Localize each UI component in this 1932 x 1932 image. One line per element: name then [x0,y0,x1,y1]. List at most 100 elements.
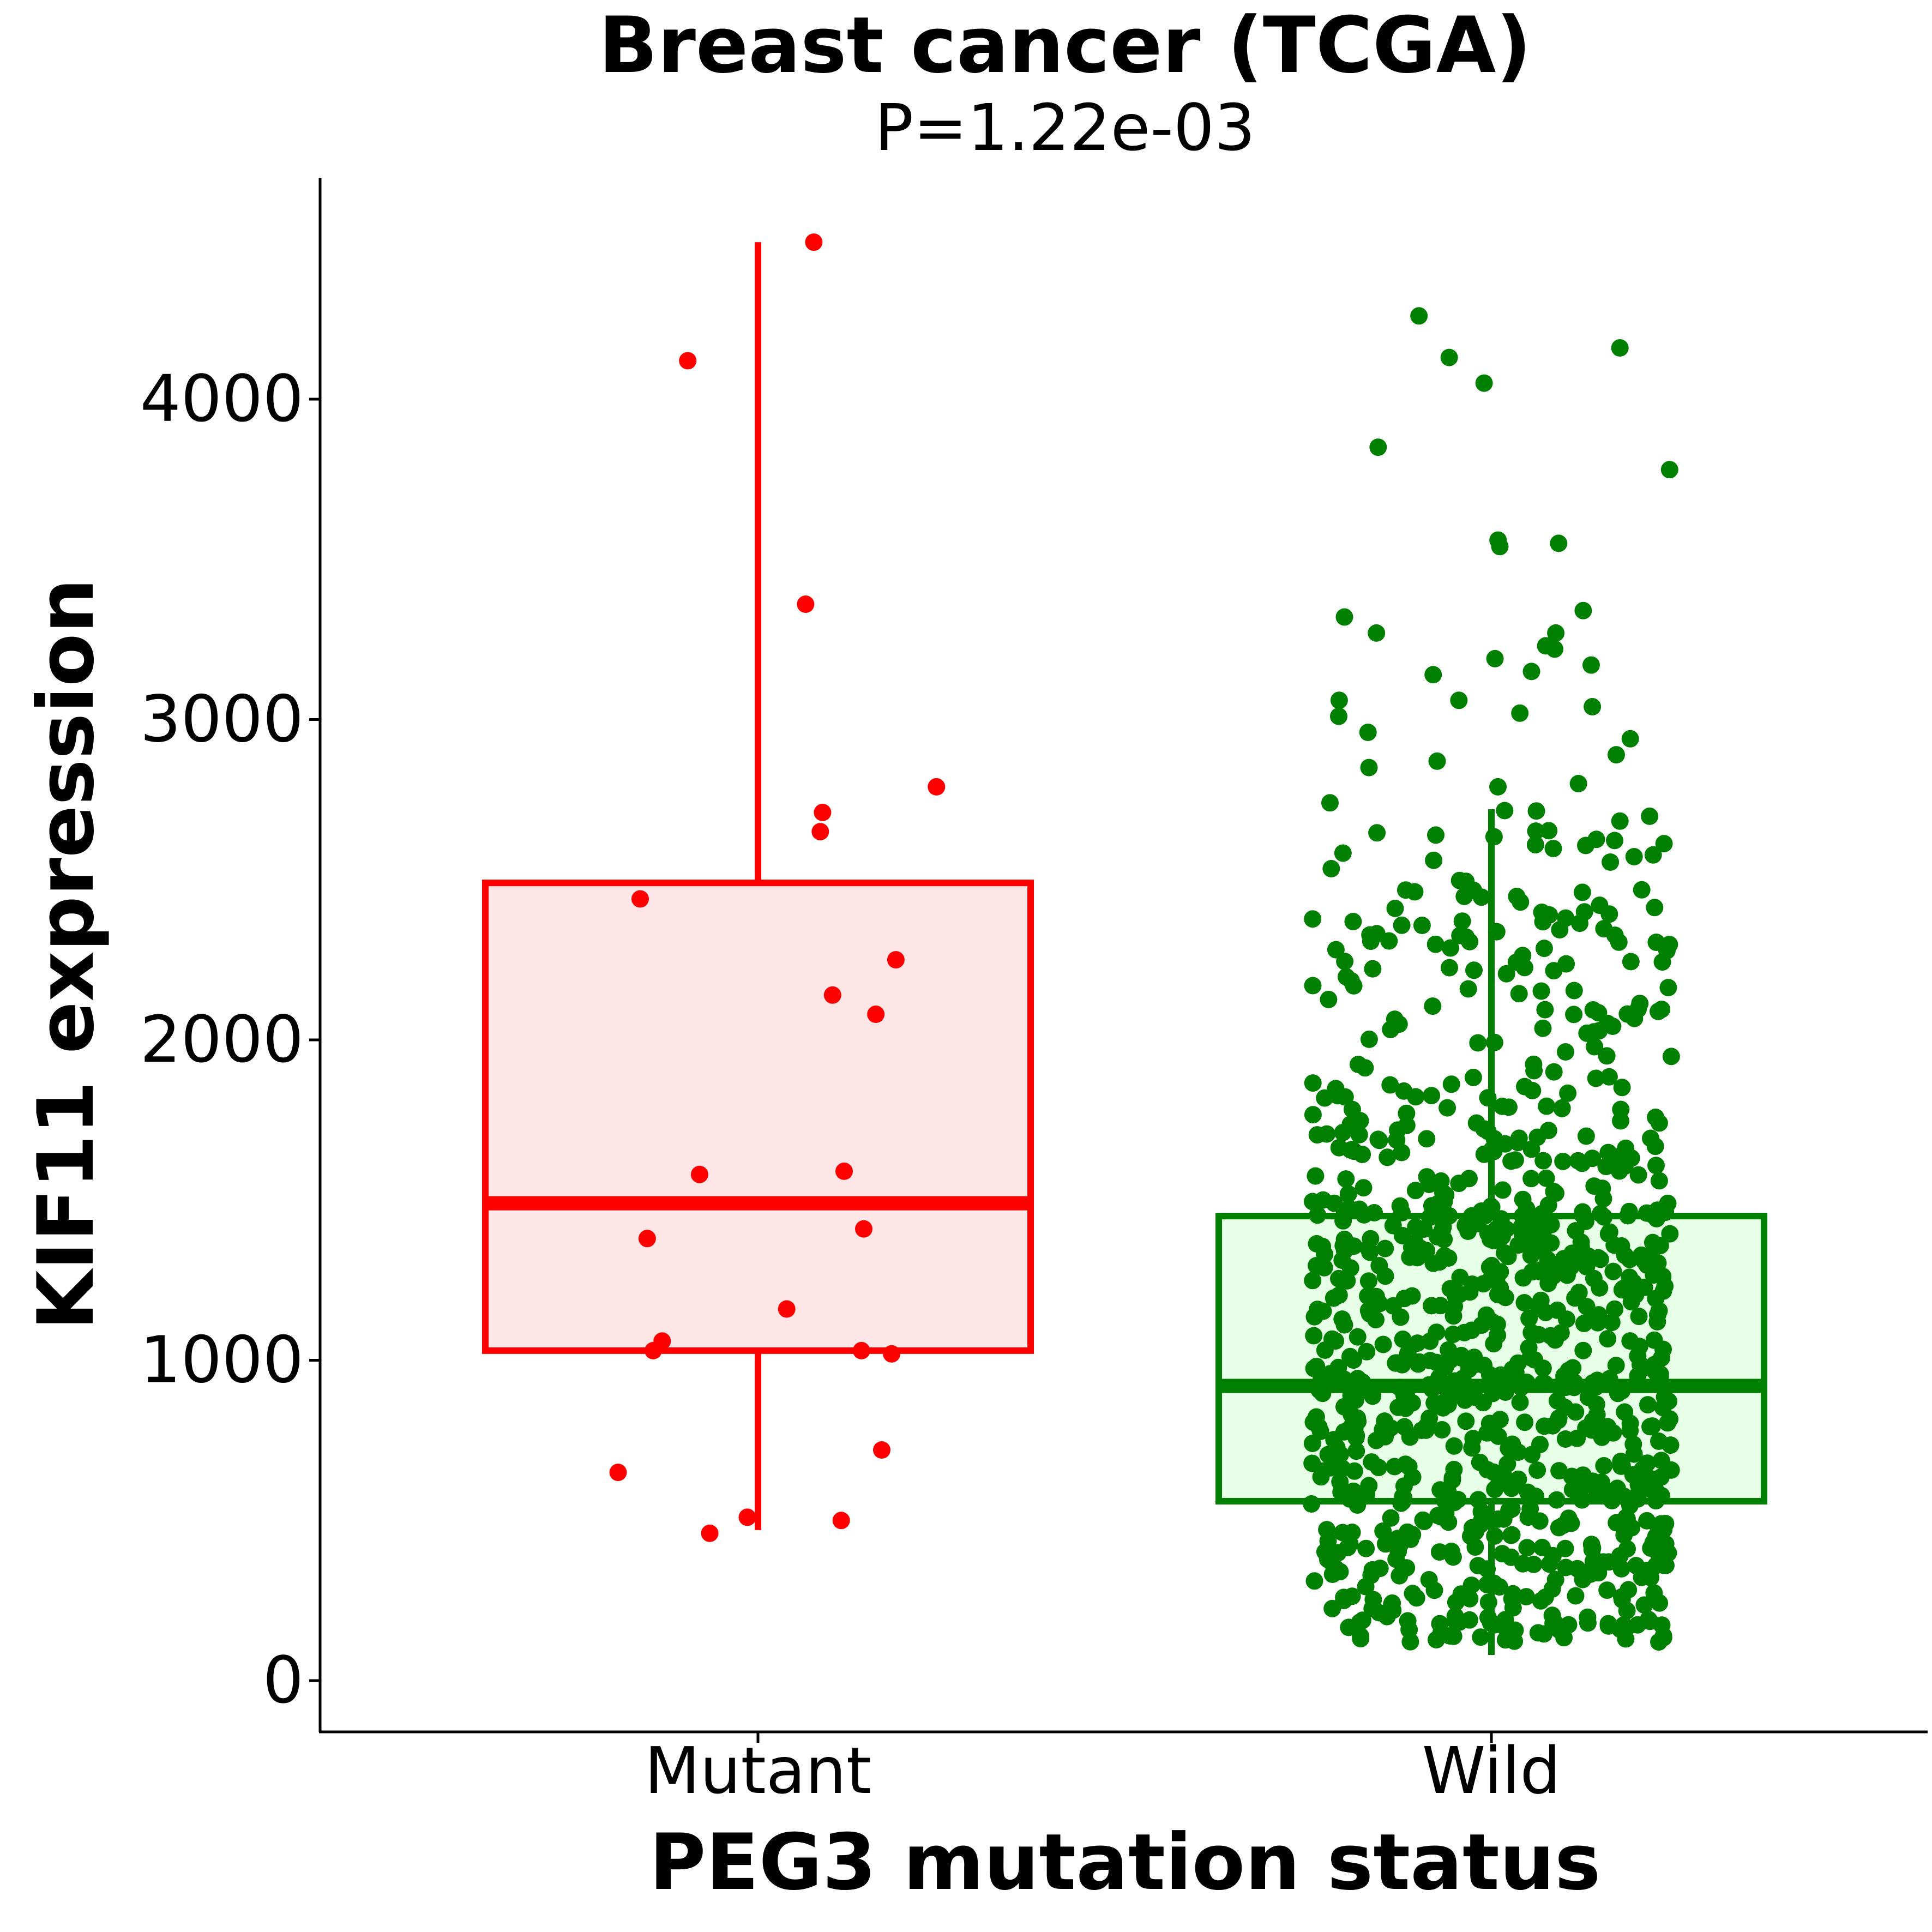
data-point [1428,1631,1445,1648]
data-point [1330,1139,1348,1157]
data-point [1533,1374,1551,1392]
data-point [1653,1001,1671,1018]
data-point [1503,1526,1521,1544]
data-point [1335,1423,1353,1441]
data-point [1654,1399,1672,1417]
data-point [1450,1175,1468,1193]
data-point [1654,1340,1672,1358]
data-point [1433,1221,1451,1239]
data-point [1660,461,1678,479]
data-point [1498,1455,1516,1473]
data-point [1469,1557,1487,1575]
data-point [1427,935,1445,953]
data-point [1393,1203,1411,1221]
data-point [1632,1246,1650,1264]
data-point [1526,836,1544,854]
data-point [1406,883,1424,901]
data-point [1424,666,1442,684]
data-point [1514,1190,1532,1208]
data-point [1647,1207,1665,1225]
data-point [1629,1166,1647,1184]
data-point [1650,1114,1668,1132]
data-point [1591,1250,1609,1268]
data-point [805,233,823,251]
points-wild [1303,307,1680,1651]
data-point [1555,1629,1573,1647]
data-point [1376,1412,1394,1430]
data-point [1553,1099,1571,1117]
data-point [1386,899,1404,917]
data-point [887,951,905,969]
data-point [1374,1335,1392,1353]
data-point [1316,1089,1334,1107]
data-point [1633,1460,1651,1478]
data-point [1508,887,1526,905]
data-point [1659,979,1677,997]
data-point [1540,822,1558,840]
data-point [1326,1562,1344,1580]
data-point [1563,1244,1581,1262]
data-point [1527,1488,1545,1505]
data-point [1653,1616,1671,1634]
data-point [1595,920,1613,938]
data-point [1305,1327,1323,1345]
data-point [1479,1609,1497,1627]
data-point [1461,1527,1479,1545]
data-point [1647,1157,1665,1175]
data-point [1418,1168,1436,1186]
data-point [1479,1593,1497,1611]
data-point [1335,1370,1353,1388]
data-point [1344,913,1362,930]
data-point [1389,1398,1407,1416]
data-point [1341,1535,1359,1553]
data-point [1600,905,1618,923]
data-point [1474,1275,1492,1293]
x-tick-label: Mutant [645,1733,871,1808]
data-point [1503,1590,1521,1608]
data-point [631,890,649,908]
data-point [855,1220,872,1238]
data-point [1472,1512,1490,1530]
data-point [1534,1019,1552,1037]
data-point [1393,916,1411,934]
data-point [1425,1394,1443,1412]
data-point [1595,1457,1613,1474]
data-point [1335,1316,1353,1334]
data-point [1309,1206,1327,1224]
data-point [1571,914,1588,932]
data-point [1509,1470,1527,1488]
data-point [1522,1238,1540,1256]
data-point [1522,1170,1540,1188]
data-point [1496,1631,1514,1649]
data-point [1544,840,1562,857]
data-point [1516,1413,1534,1431]
data-point [1322,860,1340,877]
data-point [1357,1539,1375,1557]
data-point [1545,1613,1563,1631]
data-point [1466,1388,1484,1406]
data-point [1577,1127,1595,1145]
data-point [1535,940,1553,958]
data-point [1314,1462,1332,1480]
data-point [1644,1417,1662,1435]
data-point [1403,1287,1421,1305]
data-point [1599,1418,1617,1436]
data-point [1304,1106,1322,1124]
data-point [1491,1411,1509,1429]
data-point [1587,1069,1605,1087]
data-point [1355,1179,1373,1197]
data-point [1548,1392,1566,1410]
data-point [690,1165,708,1183]
data-point [1569,775,1587,792]
data-point [1620,1581,1638,1599]
data-point [1544,1267,1562,1285]
group-mutant [482,233,1034,1542]
data-point [1649,1254,1667,1272]
data-point [1382,1509,1400,1527]
data-point [1605,1236,1623,1254]
data-point [1351,1614,1369,1632]
data-point [1440,1249,1458,1267]
data-point [1630,1338,1648,1356]
data-point [1550,534,1568,552]
data-point [1530,1326,1548,1344]
